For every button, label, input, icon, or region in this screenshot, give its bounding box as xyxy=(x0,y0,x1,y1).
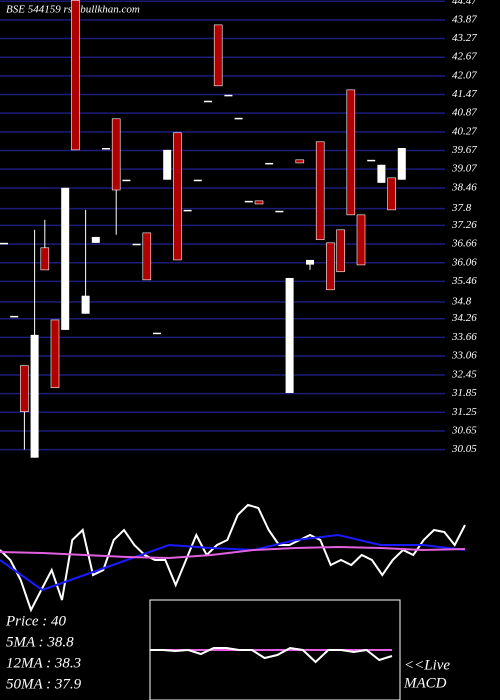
candle-body xyxy=(102,148,110,150)
y-tick-label: 40.27 xyxy=(452,125,477,137)
candle-body xyxy=(387,177,396,211)
y-tick-label: 30.05 xyxy=(451,443,477,455)
y-tick-label: 38.46 xyxy=(451,182,477,194)
candle-body xyxy=(132,243,141,246)
candle-body xyxy=(224,94,233,97)
indicator-line xyxy=(0,545,466,560)
candle-body xyxy=(326,242,335,291)
y-tick-label: 34.26 xyxy=(451,312,477,324)
y-tick-label: 42.67 xyxy=(452,51,477,63)
candle-body xyxy=(153,332,161,335)
candle-body xyxy=(213,24,223,87)
candle-body xyxy=(122,179,131,182)
candle-body xyxy=(377,164,386,183)
indicator-line xyxy=(0,533,466,592)
candle-body xyxy=(81,295,90,314)
y-tick-label: 39.07 xyxy=(451,163,477,175)
indicator-label: 5MA : 38.8 xyxy=(6,634,74,650)
candle-body xyxy=(265,162,274,165)
candle-body xyxy=(20,365,29,412)
candle-body xyxy=(61,187,70,330)
y-tick-label: 30.65 xyxy=(451,424,477,436)
y-tick-label: 36.66 xyxy=(451,238,477,250)
candle-body xyxy=(71,0,80,151)
candle-body xyxy=(50,319,60,389)
live-label: <<Live xyxy=(404,657,450,673)
macd-label: MACD xyxy=(403,675,447,691)
candle-body xyxy=(111,118,121,191)
y-tick-label: 41.47 xyxy=(452,88,477,100)
candle-body xyxy=(183,209,192,212)
candle-body xyxy=(40,247,50,271)
candle-body xyxy=(306,259,314,265)
y-tick-label: 33.06 xyxy=(451,350,477,362)
candle-body xyxy=(234,117,243,120)
candle-body xyxy=(285,277,294,394)
candle-body xyxy=(295,159,305,164)
indicator-label: Price : 40 xyxy=(5,613,66,629)
candle-body xyxy=(315,141,325,241)
candle-body xyxy=(10,315,19,318)
y-tick-label: 42.07 xyxy=(452,69,477,81)
y-tick-label: 31.25 xyxy=(451,406,477,418)
y-tick-label: 43.27 xyxy=(452,32,477,44)
candle-body xyxy=(91,236,100,243)
indicator-label: 50MA : 37.9 xyxy=(6,676,82,692)
y-tick-label: 40.87 xyxy=(452,107,477,119)
candle-body xyxy=(254,200,264,205)
y-tick-label: 36.06 xyxy=(451,256,477,268)
candle-body xyxy=(346,89,356,216)
y-tick-label: 37.26 xyxy=(451,219,477,231)
indicator-line xyxy=(150,646,393,664)
indicator-line xyxy=(0,503,466,613)
y-tick-label: 31.85 xyxy=(451,387,477,399)
indicator-label: 12MA : 38.3 xyxy=(6,655,81,671)
candle-body xyxy=(173,132,182,261)
candle-body xyxy=(142,232,152,281)
candle-body xyxy=(356,214,366,266)
y-tick-label: 43.87 xyxy=(452,13,477,25)
y-tick-label: 32.45 xyxy=(451,369,477,381)
y-tick-label: 39.67 xyxy=(451,144,477,156)
candle-body xyxy=(193,179,202,182)
y-tick-label: 44.47 xyxy=(452,0,477,7)
candle-body xyxy=(397,148,406,180)
y-tick-label: 33.66 xyxy=(451,331,477,343)
y-tick-label: 37.8 xyxy=(451,202,472,214)
candle-body xyxy=(367,159,376,162)
candle-body xyxy=(0,242,8,245)
y-tick-label: 34.8 xyxy=(451,295,472,307)
candle-body xyxy=(163,149,172,180)
y-tick-label: 35.46 xyxy=(451,275,477,287)
candle-body xyxy=(336,229,345,273)
candle-body xyxy=(30,334,39,458)
candle-body xyxy=(275,210,284,213)
candle-body xyxy=(204,100,212,103)
candle-body xyxy=(244,200,253,203)
